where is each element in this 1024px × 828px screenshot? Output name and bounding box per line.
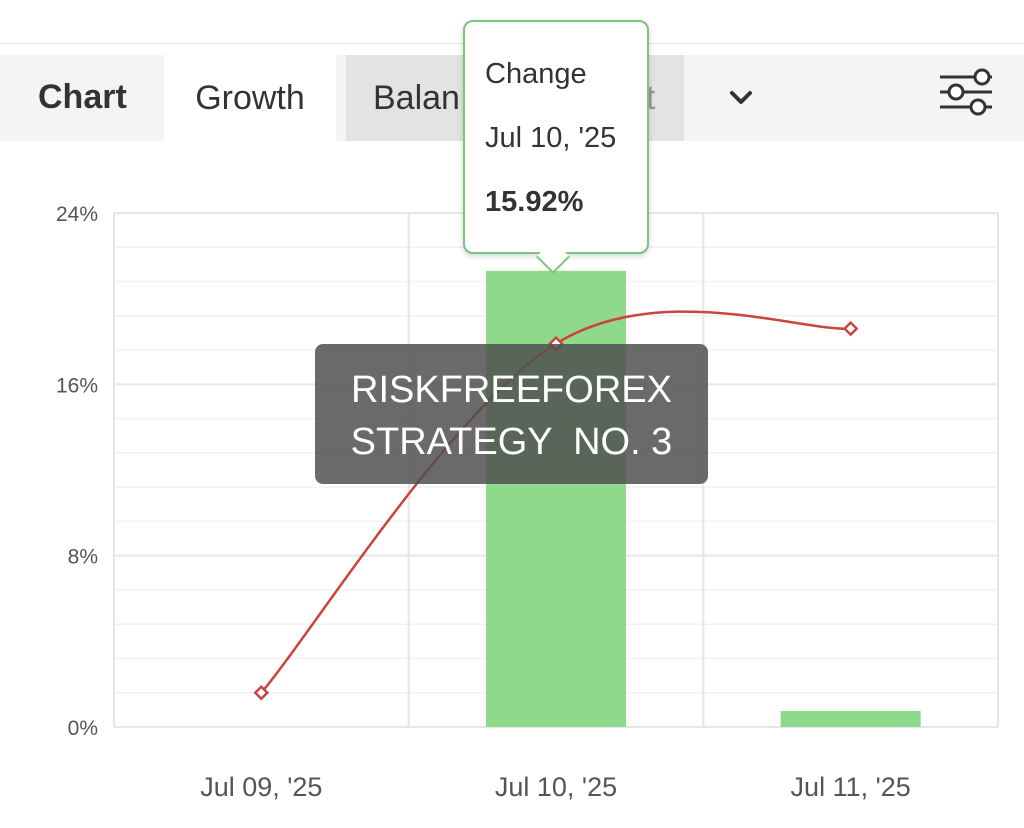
- tab-next-partial[interactable]: t: [646, 79, 656, 117]
- y-tick-label: 0%: [68, 717, 98, 740]
- x-tick-label: Jul 11, '25: [791, 772, 911, 802]
- y-tick-label: 16%: [56, 374, 98, 397]
- watermark: RISKFREEFOREX STRATEGY NO. 3: [315, 344, 708, 484]
- tab-growth-label: Growth: [195, 78, 305, 117]
- tooltip-value: 15.92%: [485, 186, 584, 218]
- tooltip-date: Jul 10, '25: [485, 122, 617, 154]
- x-axis: Jul 09, '25 Jul 10, '25 Jul 11, '25: [200, 772, 911, 802]
- line-point[interactable]: [253, 684, 270, 701]
- x-tick-label: Jul 09, '25: [200, 772, 322, 802]
- watermark-line2: STRATEGY NO. 3: [350, 421, 673, 463]
- watermark-line1: RISKFREEFOREX: [351, 369, 672, 411]
- sliders-icon[interactable]: [938, 68, 994, 118]
- tab-balance-label: Balan: [373, 78, 460, 117]
- y-tick-label: 24%: [56, 203, 98, 226]
- tooltip-label: Change: [485, 58, 587, 90]
- y-tick-label: 8%: [68, 546, 98, 569]
- y-axis: 0% 8% 16% 24%: [56, 203, 98, 740]
- bar[interactable]: [780, 710, 921, 727]
- x-tick-label: Jul 10, '25: [495, 772, 617, 802]
- line-point[interactable]: [842, 320, 859, 337]
- tab-growth[interactable]: Growth: [164, 55, 336, 141]
- chart-title: Chart: [38, 78, 127, 116]
- tooltip: Change Jul 10, '25 15.92%: [463, 20, 649, 254]
- chevron-down-icon[interactable]: [726, 83, 756, 113]
